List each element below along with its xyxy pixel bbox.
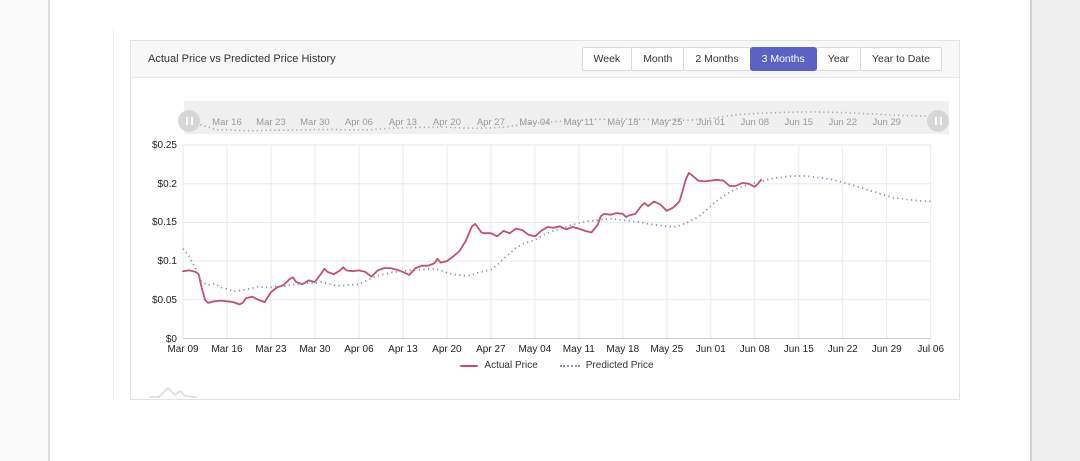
chart-navigator[interactable] — [184, 101, 949, 134]
range-button-week[interactable]: Week — [581, 47, 633, 71]
x-tick-label: Mar 30 — [299, 344, 331, 355]
range-button-3-months[interactable]: 3 Months — [749, 47, 817, 71]
navigator-tick-label: Mar 16 — [212, 117, 242, 128]
range-button-2-months[interactable]: 2 Months — [683, 47, 751, 71]
series-line-actual-price — [182, 171, 762, 306]
x-tick-label: Apr 27 — [476, 344, 506, 355]
legend-item-actual-price[interactable]: Actual Price — [460, 360, 538, 371]
y-tick-label: $0 — [165, 333, 177, 345]
x-tick-label: May 04 — [518, 344, 552, 355]
navigator-tick-label: Apr 20 — [432, 117, 461, 128]
x-tick-label: Jun 15 — [783, 344, 814, 355]
navigator-tick-label: May 18 — [607, 117, 639, 128]
range-button-year-to-date[interactable]: Year to Date — [860, 47, 942, 71]
x-tick-label: Jun 08 — [739, 344, 770, 355]
time-range-button-group: Week Month 2 Months 3 Months Year Year to Dat… — [581, 47, 942, 71]
x-tick-label: Jun 29 — [871, 344, 902, 355]
navigator-tick-label: Apr 27 — [476, 117, 505, 128]
page-title: Actual Price vs Predicted Price History — [148, 53, 336, 65]
handle-grip-icon — [934, 117, 937, 125]
x-tick-label: Jun 22 — [827, 344, 858, 355]
navigator-tick-label: Jun 15 — [784, 117, 814, 128]
price-history-card: Actual Price vs Predicted Price History … — [130, 40, 960, 400]
x-tick-label: Jun 01 — [695, 344, 726, 355]
x-tick-label: Mar 23 — [255, 344, 287, 355]
x-tick-label: Apr 06 — [344, 344, 374, 355]
x-tick-label: Mar 16 — [211, 344, 243, 355]
navigator-tick-label: Apr 13 — [388, 117, 417, 128]
legend-label: Actual Price — [484, 360, 538, 371]
panel-divider — [113, 28, 114, 400]
navigator-tick-label: May 11 — [563, 117, 595, 128]
navigator-handle-right[interactable] — [927, 110, 949, 132]
navigator-tick-label: Jun 01 — [696, 117, 726, 128]
chart-watermark-icon — [149, 387, 197, 398]
left-gutter — [0, 0, 50, 461]
navigator-tick-label: May 04 — [519, 117, 551, 128]
navigator-tick-label: Jun 22 — [828, 117, 857, 128]
right-gutter — [1030, 0, 1080, 461]
x-tick-label: May 11 — [562, 344, 595, 355]
y-tick-label: $0.05 — [151, 294, 177, 306]
series-line-predicted-price — [182, 175, 931, 293]
x-tick-label: Apr 13 — [388, 344, 418, 355]
navigator-tick-label: Jun 08 — [740, 117, 770, 128]
x-tick-label: May 25 — [650, 344, 684, 355]
navigator-tick-label: Apr 06 — [344, 117, 373, 128]
x-tick-label: Jul 06 — [917, 344, 945, 355]
legend-swatch-solid — [460, 364, 479, 367]
x-tick-label: May 18 — [606, 344, 640, 355]
y-tick-label: $0.1 — [157, 256, 177, 268]
range-button-year[interactable]: Year — [815, 47, 861, 71]
range-button-month[interactable]: Month — [631, 47, 685, 71]
handle-grip-icon — [939, 117, 942, 125]
navigator-tick-label: Mar 23 — [256, 117, 286, 128]
navigator-tick-label: Jun 29 — [872, 117, 901, 128]
y-tick-label: $0.15 — [151, 217, 177, 229]
handle-grip-icon — [190, 117, 193, 125]
y-tick-label: $0.25 — [151, 140, 177, 151]
navigator-tick-label: May 25 — [651, 117, 683, 128]
legend-swatch-dotted — [559, 364, 580, 367]
x-tick-label: Mar 09 — [167, 344, 199, 355]
legend-label: Predicted Price — [585, 360, 654, 371]
navigator-tick-label: Mar 30 — [300, 117, 330, 128]
navigator-preview-line — [195, 111, 941, 132]
navigator-handle-left[interactable] — [178, 110, 200, 132]
handle-grip-icon — [185, 117, 188, 125]
chart-legend: Actual Price Predicted Price — [183, 360, 931, 371]
y-tick-label: $0.2 — [157, 178, 177, 190]
card-header: Actual Price vs Predicted Price History … — [131, 41, 959, 78]
legend-item-predicted-price[interactable]: Predicted Price — [559, 360, 654, 371]
x-tick-label: Apr 20 — [432, 344, 462, 355]
